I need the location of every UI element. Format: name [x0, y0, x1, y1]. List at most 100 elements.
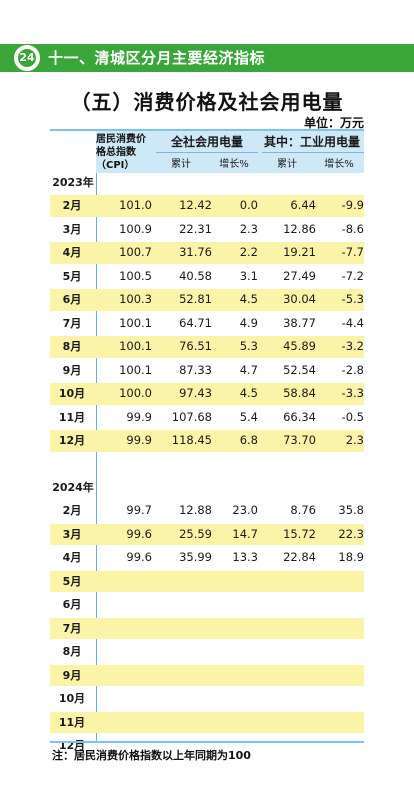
table-row: 5月 100.5 40.58 3.1 27.49 -7.2: [50, 265, 364, 289]
header-cum-2: 累计: [277, 159, 297, 170]
cpi-cell: 99.9: [126, 433, 152, 447]
cpi-cell: 100.1: [119, 339, 152, 353]
industrial-growth-cell: -3.2: [341, 339, 364, 353]
row-highlight: [50, 617, 364, 639]
total-cum-cell: 107.68: [171, 409, 212, 424]
table-row: 6月: [50, 593, 364, 617]
table-row: 4月 99.6 35.99 13.3 22.84 18.9: [50, 546, 364, 570]
total-growth-cell: 0.0: [239, 198, 258, 212]
industrial-cum-cell: [260, 734, 316, 758]
total-cum-cell: 87.33: [179, 362, 212, 377]
row-highlight: [50, 289, 364, 311]
industrial-growth-cell: -0.5: [341, 409, 364, 424]
cpi-cell: [96, 570, 152, 594]
cpi-cell: 99.6: [126, 526, 152, 541]
section-number: 24: [18, 49, 36, 67]
total-cum-cell: [154, 593, 212, 617]
header-industrial-electricity: 其中：工业用电量: [263, 135, 360, 149]
header-total-electricity: 全社会用电量: [170, 135, 243, 149]
cpi-cell: 99.9: [126, 409, 152, 424]
industrial-growth-cell: 22.3: [338, 526, 364, 541]
total-growth-cell: 4.7: [239, 362, 258, 377]
row-highlight: [50, 242, 364, 264]
total-cum-cell: 118.45: [171, 433, 212, 447]
row-highlight: [50, 336, 364, 358]
cpi-cell: 101.0: [119, 198, 152, 212]
cpi-cell: 100.5: [119, 268, 152, 283]
total-cum-cell: 35.99: [179, 550, 212, 564]
industrial-growth-cell: -7.2: [341, 268, 364, 283]
year-row-2024: 2024年: [50, 476, 364, 499]
month-cell: 10月: [58, 387, 86, 400]
total-growth-cell: 23.0: [232, 503, 258, 517]
total-growth-cell: [214, 640, 258, 664]
row-highlight: [50, 523, 364, 545]
industrial-cum-cell: [260, 593, 316, 617]
industrial-growth-cell: [318, 570, 364, 594]
cpi-cell: 100.1: [119, 315, 152, 330]
total-cum-cell: [154, 664, 212, 688]
industrial-cum-cell: [260, 617, 316, 641]
total-cum-cell: 25.59: [179, 526, 212, 541]
header-cum-1: 累计: [171, 159, 191, 170]
industrial-cum-cell: 30.04: [283, 292, 316, 306]
total-cum-cell: 22.31: [179, 221, 212, 236]
table-row: 5月: [50, 570, 364, 594]
month-cell: 2月: [62, 504, 82, 517]
industrial-growth-cell: [318, 664, 364, 688]
total-growth-cell: 14.7: [232, 526, 258, 541]
cpi-cell: 100.7: [119, 245, 152, 259]
year-row-2023: 2023年: [50, 171, 364, 194]
total-cum-cell: 12.42: [179, 198, 212, 212]
table-row: 11月: [50, 711, 364, 735]
total-cum-cell: 40.58: [179, 268, 212, 283]
industrial-growth-cell: -8.6: [341, 221, 364, 236]
industrial-growth-cell: -5.3: [341, 292, 364, 306]
rows-2023: 2月 101.0 12.42 0.0 6.44 -9.9 3月 100.9 22.31 2.3 12…: [50, 194, 364, 453]
total-cum-cell: [154, 687, 212, 711]
header-cpi: 居民消费价格总指数（CPI）: [96, 134, 146, 171]
table-row: 10月 100.0 97.43 4.5 58.84 -3.3: [50, 382, 364, 406]
industrial-growth-cell: 2.3: [345, 433, 364, 447]
industrial-growth-cell: [318, 640, 364, 664]
section-title: 十一、清城区分月主要经济指标: [48, 49, 266, 67]
industrial-cum-cell: 22.84: [283, 550, 316, 564]
table-row: 8月: [50, 640, 364, 664]
industrial-cum-cell: 52.54: [283, 362, 316, 377]
table-row: 10月: [50, 687, 364, 711]
table-row: 11月 99.9 107.68 5.4 66.34 -0.5: [50, 406, 364, 430]
total-growth-cell: 5.4: [239, 409, 258, 424]
table-row: 3月 100.9 22.31 2.3 12.86 -8.6: [50, 218, 364, 242]
total-growth-cell: [214, 711, 258, 735]
month-cell: 6月: [62, 598, 82, 611]
total-cum-cell: [154, 570, 212, 594]
total-cum-cell: 97.43: [179, 386, 212, 400]
industrial-cum-cell: [260, 664, 316, 688]
total-cum-cell: 64.71: [179, 315, 212, 330]
table-row: 12月 99.9 118.45 6.8 73.70 2.3: [50, 429, 364, 453]
table-row: 7月: [50, 617, 364, 641]
total-cum-cell: [154, 640, 212, 664]
total-growth-cell: 6.8: [239, 433, 258, 447]
industrial-cum-cell: 45.89: [283, 339, 316, 353]
month-cell: 8月: [62, 340, 82, 353]
row-highlight: [50, 195, 364, 217]
cpi-cell: [96, 593, 152, 617]
industrial-cum-cell: 15.72: [283, 526, 316, 541]
table-row: 6月 100.3 52.81 4.5 30.04 -5.3: [50, 288, 364, 312]
total-cum-cell: 76.51: [179, 339, 212, 353]
month-cell: 9月: [62, 363, 82, 377]
footnote: 注：居民消费价格指数以上年同期为100: [52, 749, 251, 762]
industrial-growth-cell: 35.8: [338, 503, 364, 517]
month-cell: 11月: [58, 410, 86, 424]
month-cell: 2月: [62, 199, 82, 212]
table-row: 7月 100.1 64.71 4.9 38.77 -4.4: [50, 312, 364, 336]
month-cell: 3月: [62, 222, 82, 236]
page-title: （五）消费价格及社会用电量: [70, 90, 344, 114]
total-growth-cell: 2.3: [239, 221, 258, 236]
row-highlight: [50, 383, 364, 405]
industrial-growth-cell: -3.3: [341, 386, 364, 400]
cpi-cell: [96, 640, 152, 664]
row-highlight: [50, 711, 364, 733]
month-cell: 5月: [62, 574, 82, 588]
